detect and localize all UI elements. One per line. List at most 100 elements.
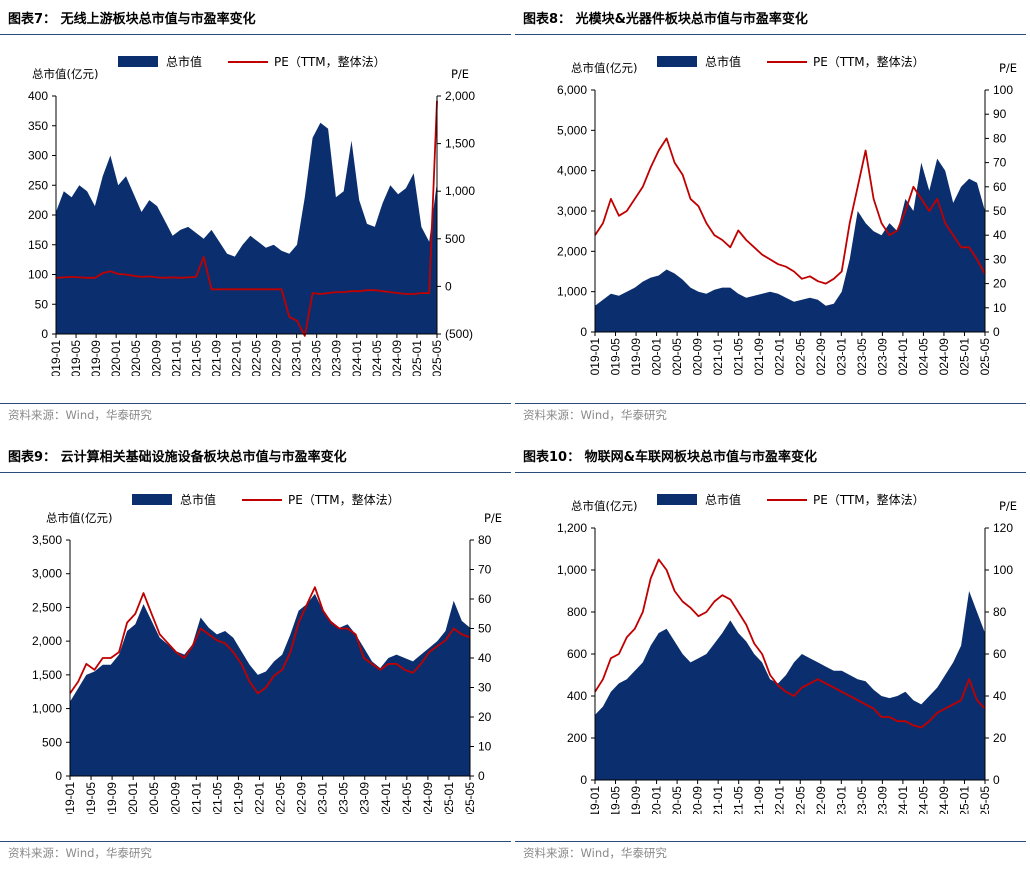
legend-label-area: 总市值 [180, 492, 216, 507]
y2-tick-label: 80 [993, 131, 1007, 145]
y-tick-label: 1,000 [557, 285, 587, 299]
y-tick-label: 150 [28, 238, 48, 252]
y2-axis-label: P/E [451, 67, 469, 81]
x-tick-label: 2021-05 [732, 338, 746, 376]
y-tick-label: 1,200 [557, 521, 587, 535]
y-axis-label: 总市值(亿元) [571, 499, 637, 513]
x-tick-label: 2019-01 [588, 338, 602, 376]
y2-tick-label: 0 [993, 325, 1000, 339]
x-tick-label: 2019-01 [63, 782, 77, 814]
y2-tick-label: 80 [478, 533, 492, 547]
y2-tick-label: 90 [993, 107, 1007, 121]
y2-tick-label: 70 [478, 563, 492, 577]
x-tick-label: 2023-01 [834, 786, 848, 814]
x-tick-label: 2022-05 [793, 338, 807, 376]
market-cap-area [595, 591, 985, 780]
title-divider [515, 34, 1026, 35]
y2-tick-label: 2,000 [445, 89, 475, 103]
x-tick-label: 2025-05 [978, 786, 992, 814]
y2-tick-label: 50 [993, 204, 1007, 218]
y2-tick-label: 120 [993, 521, 1013, 535]
chart-title: 图表8： 光模块&光器件板块总市值与市盈率变化 [523, 12, 808, 27]
x-tick-label: 2019-01 [49, 340, 63, 376]
x-tick-label: 2024-01 [896, 786, 910, 814]
x-tick-label: 2023-05 [855, 786, 869, 814]
y-tick-label: 5,000 [557, 123, 587, 137]
x-tick-label: 2020-01 [126, 782, 140, 814]
x-tick-label: 2023-05 [855, 338, 869, 376]
x-tick-label: 2021-01 [711, 786, 725, 814]
source-note: 资料来源：Wind，华泰研究 [8, 408, 152, 422]
legend-label-area: 总市值 [705, 492, 741, 507]
x-tick-label: 2021-09 [752, 338, 766, 376]
title-divider [0, 472, 511, 473]
x-tick-label: 2020-01 [650, 338, 664, 376]
x-tick-label: 2024-05 [916, 338, 930, 376]
chart-2-svg: 总市值 PE（TTM，整体法） 总市值(亿元) P/E 0 1,000 2,000 3,000… [557, 54, 1017, 376]
legend-swatch-area [657, 56, 697, 67]
y-tick-label: 1,000 [557, 563, 587, 577]
legend-swatch-area [132, 494, 172, 505]
legend-label-line: PE（TTM，整体法） [274, 54, 386, 69]
x-tick-label: 2023-01 [290, 340, 304, 376]
x-tick-label: 2024-09 [390, 340, 404, 376]
pe-line [55, 100, 438, 337]
y2-tick-label: 60 [993, 180, 1007, 194]
x-tick-label: 2024-05 [916, 786, 930, 814]
legend-label-line: PE（TTM，整体法） [288, 492, 400, 507]
x-tick-label: 2023-09 [875, 338, 889, 376]
y-tick-label: 250 [28, 178, 48, 192]
chart-panel-1: 图表7： 无线上游板块总市值与市盈率变化 总市值 PE（TTM，整体法） 总市值(亿… [0, 0, 515, 437]
y-tick-label: 400 [567, 689, 587, 703]
x-tick-label: 2021-05 [732, 786, 746, 814]
title-divider [515, 472, 1026, 473]
source-divider [0, 841, 511, 842]
y2-tick-label: 0 [993, 773, 1000, 787]
x-tick-label: 2020-01 [109, 340, 123, 376]
legend-label-line: PE（TTM，整体法） [813, 492, 925, 507]
x-tick-label: 2023-09 [330, 340, 344, 376]
y-tick-label: 350 [28, 119, 48, 133]
x-tick-label: 2019-09 [105, 782, 119, 814]
y-tick-label: 100 [28, 268, 48, 282]
y-tick-label: 600 [567, 647, 587, 661]
y2-tick-label: 1,000 [445, 184, 475, 198]
y2-tick-label: 60 [993, 647, 1007, 661]
y-tick-label: 1,000 [32, 702, 62, 716]
x-tick-label: 2022-01 [773, 786, 787, 814]
x-tick-label: 2019-09 [629, 786, 643, 814]
y-tick-label: 2,000 [557, 244, 587, 258]
y2-axis-label: P/E [999, 499, 1017, 513]
x-tick-label: 2024-01 [896, 338, 910, 376]
y2-tick-label: 0 [478, 769, 485, 783]
x-tick-label: 2022-01 [773, 338, 787, 376]
y2-tick-label: 20 [993, 277, 1007, 291]
y-tick-label: 50 [35, 297, 49, 311]
x-tick-label: 2025-01 [957, 338, 971, 376]
y2-tick-label: 60 [478, 592, 492, 606]
chart-panel-2: 图表8： 光模块&光器件板块总市值与市盈率变化 总市值 PE（TTM，整体法） 总市… [515, 0, 1030, 437]
legend-label-area: 总市值 [705, 54, 741, 69]
x-tick-label: 2025-01 [442, 782, 456, 814]
x-tick-label: 2022-05 [274, 782, 288, 814]
x-tick-label: 2019-01 [588, 786, 602, 814]
y2-tick-label: 40 [993, 689, 1007, 703]
y2-tick-label: 100 [993, 563, 1013, 577]
x-tick-label: 2022-09 [814, 338, 828, 376]
x-tick-label: 2023-05 [310, 340, 324, 376]
x-tick-label: 2022-01 [229, 340, 243, 376]
x-tick-label: 2022-05 [250, 340, 264, 376]
x-tick-label: 2022-09 [295, 782, 309, 814]
y-tick-label: 3,000 [557, 204, 587, 218]
source-note: 资料来源：Wind，华泰研究 [523, 408, 667, 422]
chart-1-svg: 总市值 PE（TTM，整体法） 总市值(亿元) P/E 0 50 100 150 200 250 3… [28, 54, 475, 376]
y2-tick-label: 70 [993, 156, 1007, 170]
x-tick-label: 2021-09 [752, 786, 766, 814]
chart-title: 图表7： 无线上游板块总市值与市盈率变化 [8, 12, 256, 27]
y2-tick-label: 30 [993, 252, 1007, 266]
y-tick-label: 0 [580, 773, 587, 787]
y2-tick-label: (500) [445, 327, 473, 341]
chart-title: 图表10： 物联网&车联网板块总市值与市盈率变化 [523, 450, 817, 465]
pe-line [594, 137, 986, 285]
y2-tick-label: 80 [993, 605, 1007, 619]
